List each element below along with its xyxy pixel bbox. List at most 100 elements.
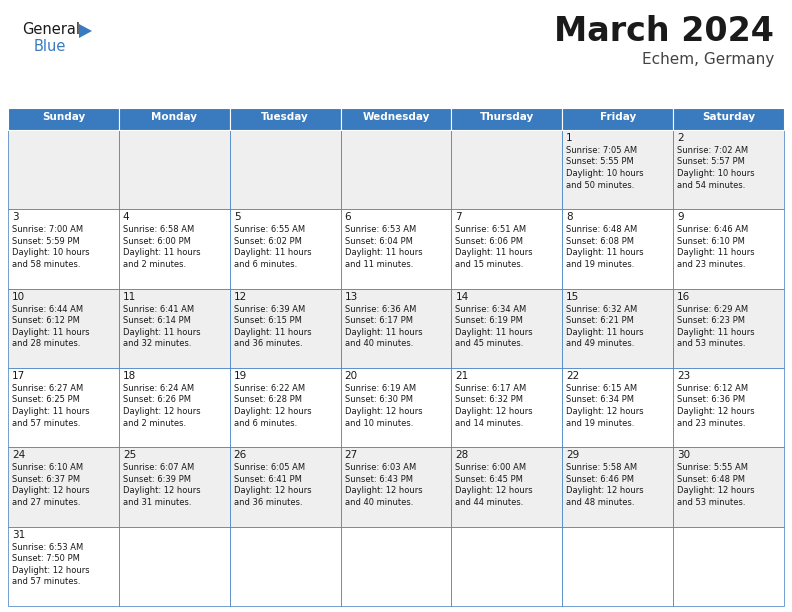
Text: Sunday: Sunday bbox=[42, 112, 85, 122]
Text: and 53 minutes.: and 53 minutes. bbox=[677, 339, 745, 348]
Text: and 40 minutes.: and 40 minutes. bbox=[345, 498, 413, 507]
Text: Daylight: 12 hours: Daylight: 12 hours bbox=[12, 487, 89, 495]
Text: 10: 10 bbox=[12, 292, 25, 302]
Text: Sunrise: 6:41 AM: Sunrise: 6:41 AM bbox=[123, 305, 194, 314]
Bar bbox=[673, 209, 784, 289]
Text: and 57 minutes.: and 57 minutes. bbox=[12, 577, 81, 586]
Text: 9: 9 bbox=[677, 212, 683, 222]
Text: Sunset: 6:25 PM: Sunset: 6:25 PM bbox=[12, 395, 80, 405]
Text: Sunrise: 6:53 AM: Sunrise: 6:53 AM bbox=[12, 543, 83, 551]
Bar bbox=[8, 209, 119, 289]
Bar bbox=[8, 108, 119, 130]
Bar bbox=[230, 289, 341, 368]
Bar bbox=[451, 368, 562, 447]
Text: Blue: Blue bbox=[34, 39, 67, 54]
Text: Sunset: 6:36 PM: Sunset: 6:36 PM bbox=[677, 395, 745, 405]
Text: Sunrise: 6:58 AM: Sunrise: 6:58 AM bbox=[123, 225, 194, 234]
Text: and 40 minutes.: and 40 minutes. bbox=[345, 339, 413, 348]
Text: Sunset: 6:48 PM: Sunset: 6:48 PM bbox=[677, 475, 745, 484]
Bar bbox=[119, 527, 230, 606]
Text: Sunset: 6:28 PM: Sunset: 6:28 PM bbox=[234, 395, 302, 405]
Text: and 6 minutes.: and 6 minutes. bbox=[234, 260, 297, 269]
Text: 19: 19 bbox=[234, 371, 247, 381]
Text: 29: 29 bbox=[566, 450, 580, 460]
Text: and 50 minutes.: and 50 minutes. bbox=[566, 181, 634, 190]
Bar bbox=[562, 368, 673, 447]
Text: Daylight: 11 hours: Daylight: 11 hours bbox=[345, 248, 422, 257]
Text: and 23 minutes.: and 23 minutes. bbox=[677, 419, 745, 428]
Text: Sunset: 6:10 PM: Sunset: 6:10 PM bbox=[677, 237, 745, 246]
Text: and 54 minutes.: and 54 minutes. bbox=[677, 181, 745, 190]
Text: Daylight: 12 hours: Daylight: 12 hours bbox=[455, 407, 533, 416]
Bar bbox=[341, 209, 451, 289]
Text: 12: 12 bbox=[234, 292, 247, 302]
Bar bbox=[562, 108, 673, 130]
Bar bbox=[119, 289, 230, 368]
Bar bbox=[341, 368, 451, 447]
Text: Sunrise: 6:36 AM: Sunrise: 6:36 AM bbox=[345, 305, 416, 314]
Text: Sunrise: 6:29 AM: Sunrise: 6:29 AM bbox=[677, 305, 748, 314]
Bar bbox=[0, 0, 792, 110]
Text: General: General bbox=[22, 22, 80, 37]
Text: Sunset: 6:19 PM: Sunset: 6:19 PM bbox=[455, 316, 524, 325]
Text: Sunset: 6:21 PM: Sunset: 6:21 PM bbox=[566, 316, 634, 325]
Text: 22: 22 bbox=[566, 371, 580, 381]
Bar bbox=[451, 447, 562, 527]
Text: Daylight: 12 hours: Daylight: 12 hours bbox=[566, 407, 644, 416]
Polygon shape bbox=[79, 24, 92, 38]
Bar bbox=[673, 289, 784, 368]
Text: and 53 minutes.: and 53 minutes. bbox=[677, 498, 745, 507]
Bar bbox=[230, 368, 341, 447]
Text: Daylight: 11 hours: Daylight: 11 hours bbox=[455, 327, 533, 337]
Bar bbox=[451, 108, 562, 130]
Text: and 27 minutes.: and 27 minutes. bbox=[12, 498, 81, 507]
Text: Saturday: Saturday bbox=[702, 112, 755, 122]
Bar bbox=[673, 108, 784, 130]
Bar bbox=[341, 447, 451, 527]
Bar bbox=[230, 209, 341, 289]
Text: 18: 18 bbox=[123, 371, 136, 381]
Text: Sunrise: 6:39 AM: Sunrise: 6:39 AM bbox=[234, 305, 305, 314]
Text: Daylight: 12 hours: Daylight: 12 hours bbox=[455, 487, 533, 495]
Text: Sunrise: 6:12 AM: Sunrise: 6:12 AM bbox=[677, 384, 748, 393]
Text: Daylight: 12 hours: Daylight: 12 hours bbox=[123, 407, 200, 416]
Text: Sunrise: 6:22 AM: Sunrise: 6:22 AM bbox=[234, 384, 305, 393]
Text: Sunrise: 6:07 AM: Sunrise: 6:07 AM bbox=[123, 463, 194, 472]
Text: Tuesday: Tuesday bbox=[261, 112, 309, 122]
Text: Sunrise: 6:48 AM: Sunrise: 6:48 AM bbox=[566, 225, 638, 234]
Text: 31: 31 bbox=[12, 529, 25, 540]
Text: Sunset: 6:06 PM: Sunset: 6:06 PM bbox=[455, 237, 524, 246]
Text: Sunrise: 6:51 AM: Sunrise: 6:51 AM bbox=[455, 225, 527, 234]
Text: and 45 minutes.: and 45 minutes. bbox=[455, 339, 524, 348]
Bar bbox=[8, 447, 119, 527]
Text: Sunrise: 6:55 AM: Sunrise: 6:55 AM bbox=[234, 225, 305, 234]
Bar bbox=[119, 447, 230, 527]
Text: and 19 minutes.: and 19 minutes. bbox=[566, 419, 634, 428]
Text: 20: 20 bbox=[345, 371, 358, 381]
Text: and 15 minutes.: and 15 minutes. bbox=[455, 260, 524, 269]
Text: 13: 13 bbox=[345, 292, 358, 302]
Text: Sunset: 6:32 PM: Sunset: 6:32 PM bbox=[455, 395, 524, 405]
Text: Sunset: 5:55 PM: Sunset: 5:55 PM bbox=[566, 157, 634, 166]
Bar bbox=[562, 289, 673, 368]
Text: Sunset: 6:00 PM: Sunset: 6:00 PM bbox=[123, 237, 191, 246]
Text: Sunrise: 5:55 AM: Sunrise: 5:55 AM bbox=[677, 463, 748, 472]
Text: 26: 26 bbox=[234, 450, 247, 460]
Bar bbox=[8, 368, 119, 447]
Text: Daylight: 11 hours: Daylight: 11 hours bbox=[234, 327, 311, 337]
Text: Daylight: 12 hours: Daylight: 12 hours bbox=[677, 407, 755, 416]
Text: Sunrise: 6:53 AM: Sunrise: 6:53 AM bbox=[345, 225, 416, 234]
Bar bbox=[230, 108, 341, 130]
Text: Sunset: 5:57 PM: Sunset: 5:57 PM bbox=[677, 157, 745, 166]
Text: 4: 4 bbox=[123, 212, 129, 222]
Text: 17: 17 bbox=[12, 371, 25, 381]
Text: Daylight: 12 hours: Daylight: 12 hours bbox=[234, 407, 311, 416]
Text: Sunset: 6:45 PM: Sunset: 6:45 PM bbox=[455, 475, 524, 484]
Text: Sunset: 6:46 PM: Sunset: 6:46 PM bbox=[566, 475, 634, 484]
Text: Daylight: 10 hours: Daylight: 10 hours bbox=[12, 248, 89, 257]
Text: Sunset: 7:50 PM: Sunset: 7:50 PM bbox=[12, 554, 80, 563]
Text: Sunset: 6:04 PM: Sunset: 6:04 PM bbox=[345, 237, 413, 246]
Text: Friday: Friday bbox=[600, 112, 636, 122]
Text: Daylight: 11 hours: Daylight: 11 hours bbox=[12, 407, 89, 416]
Text: Sunset: 6:02 PM: Sunset: 6:02 PM bbox=[234, 237, 302, 246]
